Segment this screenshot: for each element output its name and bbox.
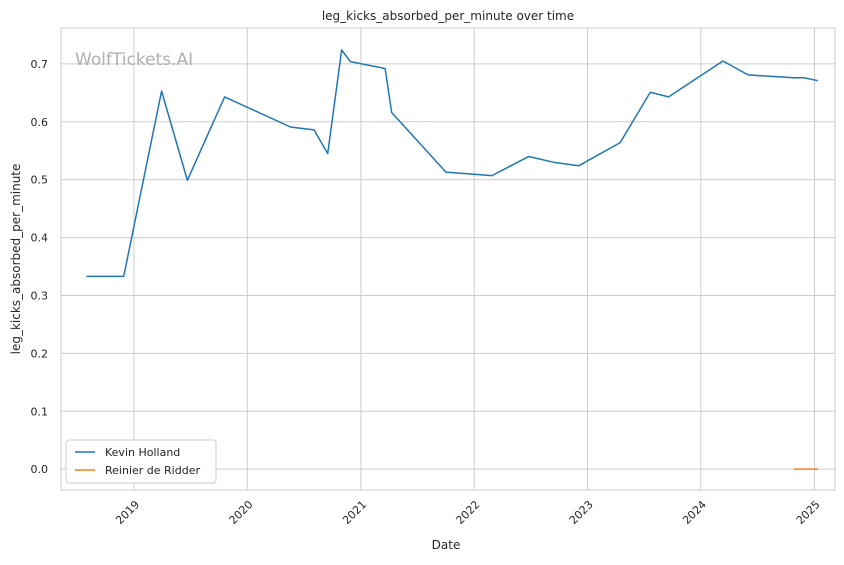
y-tick-label: 0.1: [31, 405, 49, 418]
y-tick-label: 0.0: [31, 463, 49, 476]
legend-label: Kevin Holland: [105, 446, 180, 459]
y-tick-label: 0.4: [31, 232, 49, 245]
x-axis-label: Date: [432, 538, 461, 552]
y-axis-label: leg_kicks_absorbed_per_minute: [9, 164, 23, 355]
watermark: WolfTickets.AI: [75, 50, 193, 70]
y-tick-label: 0.2: [31, 347, 49, 360]
y-tick-label: 0.6: [31, 116, 49, 129]
y-tick-label: 0.3: [31, 289, 49, 302]
legend: Kevin Holland Reinier de Ridder: [66, 440, 216, 483]
chart-title: leg_kicks_absorbed_per_minute over time: [322, 9, 574, 23]
legend-label: Reinier de Ridder: [105, 464, 200, 477]
y-tick-label: 0.5: [31, 174, 49, 187]
y-tick-label: 0.7: [31, 58, 49, 71]
